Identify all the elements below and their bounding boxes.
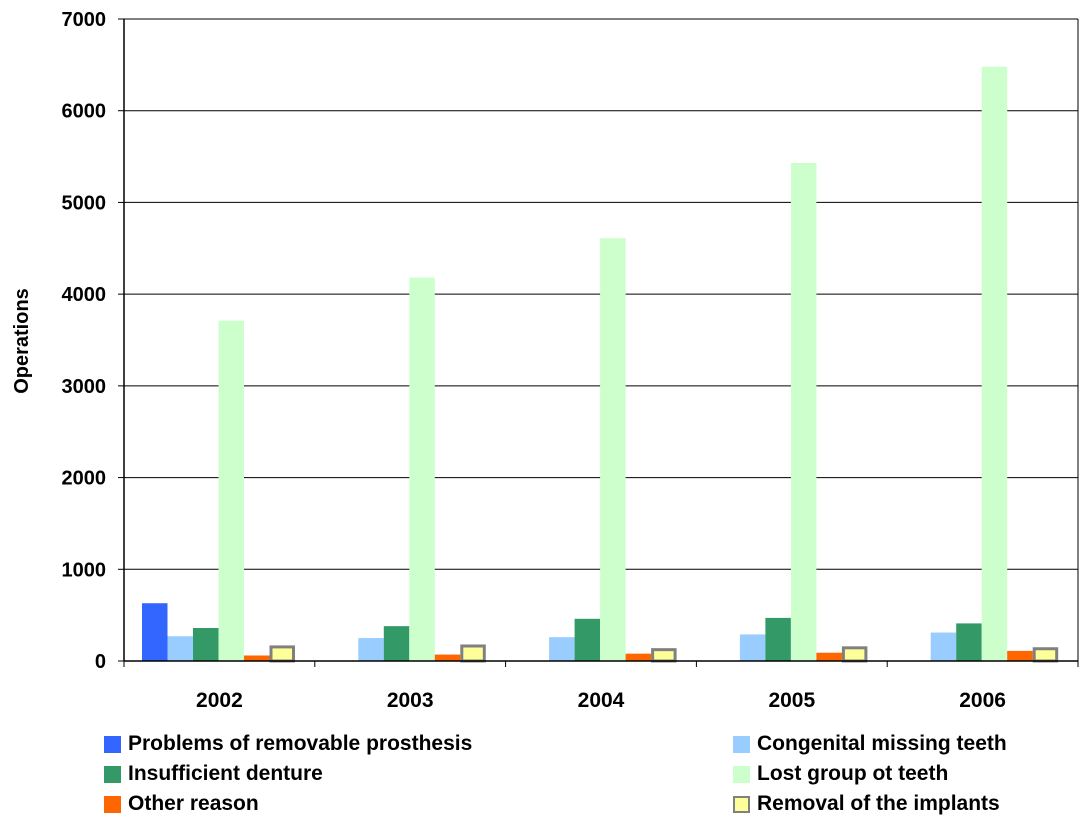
y-tick-label: 3000: [62, 376, 107, 398]
axes: [123, 18, 1079, 667]
bar-congenital-missing-teeth-2003: [358, 638, 384, 661]
x-axis-ticks: 2002 2003 2004 2005 2006: [196, 689, 1006, 712]
bar-removal-of-the-implants-2003: [460, 644, 486, 663]
legend-item: Insufficient denture: [104, 762, 323, 786]
legend: Problems of removable prosthesis Congenit…: [0, 728, 1080, 821]
legend-item: Removal of the implants: [733, 792, 1000, 816]
legend-label: Congenital missing teeth: [757, 732, 1007, 755]
bar-congenital-missing-teeth-2006: [930, 632, 957, 661]
y-tick-label: 6000: [62, 101, 107, 123]
legend-swatch: [104, 795, 121, 813]
legend-label: Problems of removable prosthesis: [128, 732, 473, 755]
bar-removal-of-the-implants-2002: [269, 645, 295, 663]
bar-lost-group-ot-teeth-2002: [218, 320, 244, 661]
bar-congenital-missing-teeth-2002: [167, 636, 193, 661]
bar-other-reason-2003: [434, 654, 461, 661]
legend-swatch: [104, 765, 121, 783]
y-axis-label: Operations: [11, 288, 33, 394]
bar-lost-group-ot-teeth-2006: [981, 66, 1008, 662]
bar-insufficient-denture-2004: [574, 618, 601, 661]
legend-swatch: [733, 765, 750, 783]
bar-congenital-missing-teeth-2004: [549, 637, 575, 661]
bar-removal-of-the-implants-2004: [651, 648, 677, 663]
y-axis-ticks: 0 1000 2000 3000 4000 5000 6000 7000: [62, 9, 124, 673]
legend-swatch: [733, 735, 750, 753]
bar-insufficient-denture-2003: [383, 626, 410, 661]
legend-item: Lost group ot teeth: [733, 762, 948, 786]
bar-insufficient-denture-2005: [765, 617, 791, 661]
bar-congenital-missing-teeth-2005: [739, 634, 766, 661]
bars: [142, 66, 1059, 663]
x-tick-label: 2005: [768, 689, 815, 712]
bar-lost-group-ot-teeth-2003: [409, 277, 435, 661]
y-tick-label: 0: [95, 651, 106, 673]
y-tick-label: 5000: [62, 192, 107, 214]
legend-label: Other reason: [128, 792, 259, 815]
bar-removal-of-the-implants-2005: [841, 646, 868, 663]
legend-label: Lost group ot teeth: [757, 762, 949, 785]
bar-other-reason-2004: [625, 653, 652, 661]
legend-item: Other reason: [104, 792, 259, 816]
bar-insufficient-denture-2006: [956, 623, 982, 661]
x-tick-label: 2004: [578, 689, 625, 712]
bar-lost-group-ot-teeth-2004: [600, 238, 626, 661]
bar-removal-of-the-implants-2006: [1032, 647, 1059, 663]
y-tick-label: 4000: [62, 284, 107, 306]
bar-other-reason-2006: [1007, 650, 1033, 661]
y-tick-label: 2000: [62, 468, 107, 490]
legend-label: Insufficient denture: [128, 762, 323, 785]
legend-item: Problems of removable prosthesis: [104, 732, 472, 756]
x-tick-label: 2006: [959, 689, 1006, 712]
legend-swatch: [733, 795, 750, 813]
x-tick-label: 2002: [196, 689, 243, 712]
bar-other-reason-2005: [816, 652, 842, 661]
bar-problems-of-removable-prosthesis-2002: [142, 603, 168, 661]
bar-lost-group-ot-teeth-2005: [790, 162, 817, 661]
legend-label: Removal of the implants: [757, 792, 1000, 815]
bar-insufficient-denture-2002: [193, 627, 219, 661]
bar-other-reason-2002: [244, 655, 270, 661]
x-tick-label: 2003: [387, 689, 434, 712]
legend-item: Congenital missing teeth: [733, 732, 1007, 756]
y-tick-label: 1000: [62, 559, 107, 581]
legend-swatch: [104, 735, 121, 753]
y-tick-label: 7000: [62, 9, 107, 31]
